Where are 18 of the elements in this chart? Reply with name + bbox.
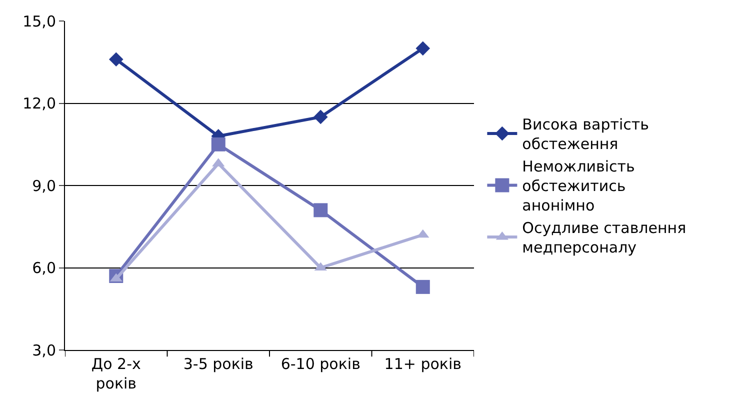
legend-label: Осудливе ставлення медперсоналу <box>522 219 686 257</box>
y-tick-label: 15,0 <box>22 12 56 30</box>
x-tick-label: До 2-х років <box>91 355 141 392</box>
point <box>211 137 226 152</box>
x-tick-label: 11+ років <box>384 355 462 373</box>
x-tick-label: 6-10 років <box>280 355 360 373</box>
point <box>108 52 124 67</box>
legend-label: Неможливість обстежитись анонімно <box>522 158 635 215</box>
x-tick-label: 3-5 років <box>183 355 254 373</box>
y-tick-label: 9,0 <box>32 176 56 195</box>
point <box>313 110 328 124</box>
point <box>314 203 328 218</box>
point <box>416 280 430 294</box>
y-tick-label: 3,0 <box>32 341 56 360</box>
y-tick-label: 6,0 <box>32 259 56 277</box>
legend-label: Висока вартість обстеження <box>522 116 649 154</box>
point <box>416 41 430 56</box>
y-tick-label: 12,0 <box>22 94 56 112</box>
